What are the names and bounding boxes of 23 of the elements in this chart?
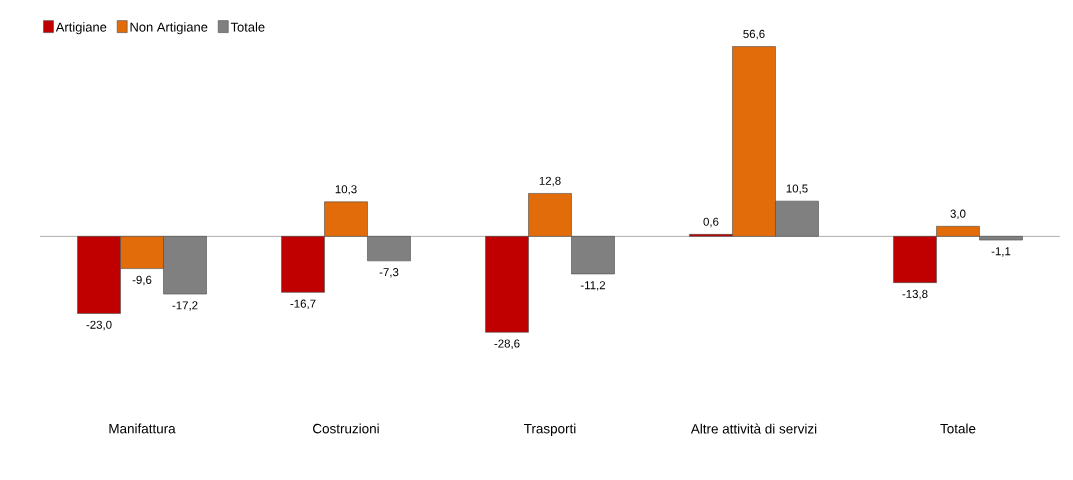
data-label: -23,0 — [86, 320, 112, 331]
data-label: 0,6 — [703, 217, 719, 228]
data-label: 56,6 — [743, 29, 765, 40]
data-label: 12,8 — [539, 176, 561, 187]
data-label: -11,2 — [580, 281, 606, 291]
legend-label: Totale — [230, 22, 265, 32]
data-label: -1,1 — [991, 247, 1011, 257]
legend-label: Non Artigiane — [130, 22, 208, 35]
data-label: -28,6 — [494, 339, 520, 349]
data-label: 10,3 — [335, 185, 357, 195]
data-label: -7,3 — [379, 268, 399, 278]
data-label: -17,2 — [172, 301, 198, 311]
data-label: 3,0 — [950, 209, 966, 220]
x-tick-label: Trasporti — [524, 423, 576, 437]
data-label: -16,7 — [290, 299, 316, 310]
data-label: 10,5 — [786, 184, 808, 194]
legend-label: Artigiane — [55, 22, 107, 35]
x-tick-label: Costruzioni — [313, 423, 379, 434]
x-tick-label: Altre attività di servizi — [690, 423, 817, 434]
x-tick-label: Totale — [940, 423, 976, 434]
data-label: -13,8 — [902, 289, 928, 300]
x-tick-label: Manifattura — [109, 423, 176, 434]
data-label: -9,6 — [132, 275, 152, 286]
